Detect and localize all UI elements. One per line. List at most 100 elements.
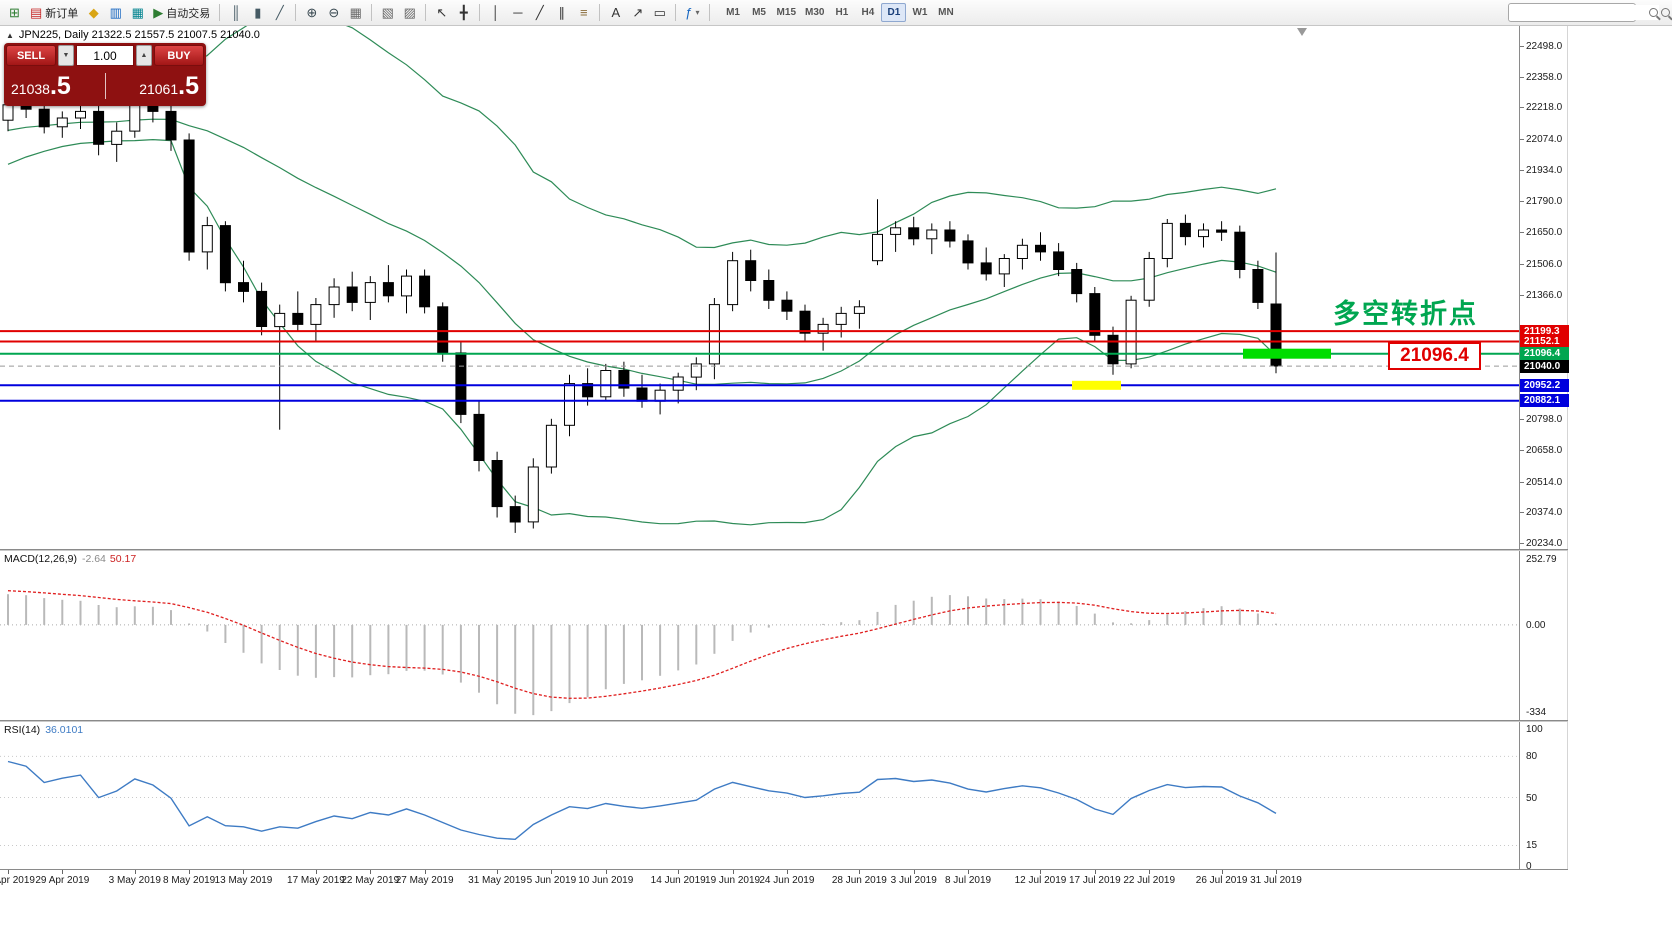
candlestick-chart-button[interactable]: ▮ [247,2,268,23]
price-axis-label: 20234.0 [1526,538,1563,549]
macd-panel[interactable] [0,551,1519,720]
panel-splitter-macd[interactable] [0,549,1568,551]
one-click-toggle-icon[interactable]: ▲ [6,30,14,40]
price-axis-label: 22218.0 [1526,102,1563,114]
new-chart-button[interactable]: ⊞ [4,2,25,23]
chart-profiles-button[interactable]: ◆ [83,2,104,23]
search-icon [1661,8,1670,17]
timeframe-d1[interactable]: D1 [881,3,907,22]
timeframe-h1[interactable]: H1 [835,7,849,18]
zoom-in-icon: ⊕ [306,5,318,20]
buy-price-frac: .5 [178,71,199,100]
cursor-button[interactable]: ↖ [431,2,452,23]
volume-up-button[interactable]: ▲ [136,45,152,66]
crosshair-button[interactable]: ╋ [453,2,474,23]
auto-trading-button[interactable]: ▶ 自动交易 [149,2,214,23]
channel-button[interactable]: ∥ [551,2,572,23]
volume-down-button[interactable]: ▼ [58,45,74,66]
search-box[interactable] [1508,3,1670,22]
timeframe-w1[interactable]: W1 [912,7,928,18]
pivot-price-box: 21096.4 [1388,342,1481,370]
time-axis-tick [913,870,915,874]
toolbar-separator [371,4,373,21]
horizontal-line-button[interactable]: ─ [507,2,528,23]
timeframe-m5[interactable]: M5 [752,7,766,18]
cascade-windows-button[interactable]: ▨ [399,2,420,23]
date-axis-label: 22 Jul 2019 [1123,875,1176,886]
indicators-button[interactable]: ƒ ▾ [681,2,703,23]
rsi-panel[interactable] [0,722,1519,869]
timeframe-m15[interactable]: M15 [776,7,796,18]
vertical-line-button[interactable]: │ [485,2,506,23]
fibonacci-button[interactable]: ≡ [573,2,594,23]
terminal-icon: ▦ [131,5,144,20]
auto-trading-button-label: 自动交易 [166,7,211,20]
price-axis-label: 20374.0 [1526,507,1563,519]
timeframe-h4[interactable]: H4 [861,7,875,18]
price-axis-label: 21934.0 [1526,164,1563,176]
date-axis-label: 28 Jun 2019 [831,875,887,886]
terminal-button[interactable]: ▦ [127,2,148,23]
price-badge: 21199.3 [1520,324,1569,338]
timeframe-m30[interactable]: M30 [805,7,825,18]
price-badge: 21096.4 [1520,347,1569,361]
toolbar-separator [219,4,221,21]
sell-price-frac: .5 [49,71,71,100]
new-order-button[interactable]: ▤ 新订单 [26,2,82,23]
text-tool-button[interactable]: A [605,2,626,23]
price-axis[interactable]: 22498.0 22358.0 22218.0 22074.0 21934.0 21790… [1519,25,1569,549]
new-chart-icon: ⊞ [9,5,20,20]
date-axis-label: 19 Jun 2019 [705,875,761,886]
tile-windows-icon: ▦ [349,5,362,20]
toolbar: ⊞ ▤ 新订单 ◆ ▥ ▦ ▶ 自动交易 ║ ▮ ╱ ⊕ ⊖ ▦ ▧ ▨ ↖ ╋ │ ─ ╱ ∥ ≡ A ↗ ▭ ƒ ▾ M1 M5 M15… [0,0,1672,26]
arrange-windows-button[interactable]: ▧ [377,2,398,23]
zoom-out-button[interactable]: ⊖ [323,2,344,23]
time-axis-tick [497,870,499,874]
date-axis-label: 22 May 2019 [341,875,400,886]
time-axis-tick [8,870,9,874]
sell-price[interactable]: 21038.5 [11,71,71,100]
text-tool-icon: A [611,5,621,20]
volume-input[interactable] [76,45,134,66]
rsi-name: RSI(14) [4,724,41,736]
date-axis-label: 24 Jun 2019 [759,875,815,886]
search-input[interactable] [1509,5,1659,20]
date-axis-label: 31 May 2019 [468,875,526,886]
macd-value: -2.64 [81,553,106,565]
tile-windows-button[interactable]: ▦ [345,2,366,23]
trendline-button[interactable]: ╱ [529,2,550,23]
date-axis-label: 17 Jul 2019 [1068,875,1121,886]
buy-button[interactable]: BUY [154,45,204,66]
time-axis-tick [1221,870,1223,874]
advanced-search-button[interactable] [1643,2,1668,23]
buy-price[interactable]: 21061.5 [139,71,199,100]
one-click-trading-panel: SELL ▼ ▲ BUY 21038.5 21061.5 [4,43,206,106]
time-axis-tick [1040,870,1042,874]
shapes-button[interactable]: ▭ [649,2,670,23]
price-axis-label: 21650.0 [1526,227,1563,239]
date-axis-label: 3 May 2019 [108,875,161,886]
timeframe-mn[interactable]: MN [938,7,954,18]
price-chart[interactable] [0,25,1519,549]
chart-title-bar: ▲ JPN225, Daily 21322.5 21557.5 21007.5 … [6,29,260,41]
date-axis-label: 8 Jul 2019 [944,875,992,886]
macd-axis-label: 0.00 [1526,619,1546,631]
date-axis-label: 12 Jul 2019 [1014,875,1067,886]
date-axis-label: 29 Apr 2019 [35,875,90,886]
bar-chart-button[interactable]: ║ [225,2,246,23]
time-axis-tick [732,870,734,874]
zoom-in-button[interactable]: ⊕ [301,2,322,23]
toolbar-separator [599,4,601,21]
time-axis-tick [605,870,607,874]
line-chart-button[interactable]: ╱ [269,2,290,23]
toolbar-separator [479,4,481,21]
fibonacci-icon: ≡ [580,5,588,20]
market-watch-button[interactable]: ▥ [105,2,126,23]
timeframe-m1[interactable]: M1 [726,7,740,18]
sell-button[interactable]: SELL [6,45,56,66]
arrow-tool-button[interactable]: ↗ [627,2,648,23]
time-axis-tick [968,870,970,874]
panel-splitter-rsi[interactable] [0,720,1568,722]
time-axis-tick [551,870,553,874]
